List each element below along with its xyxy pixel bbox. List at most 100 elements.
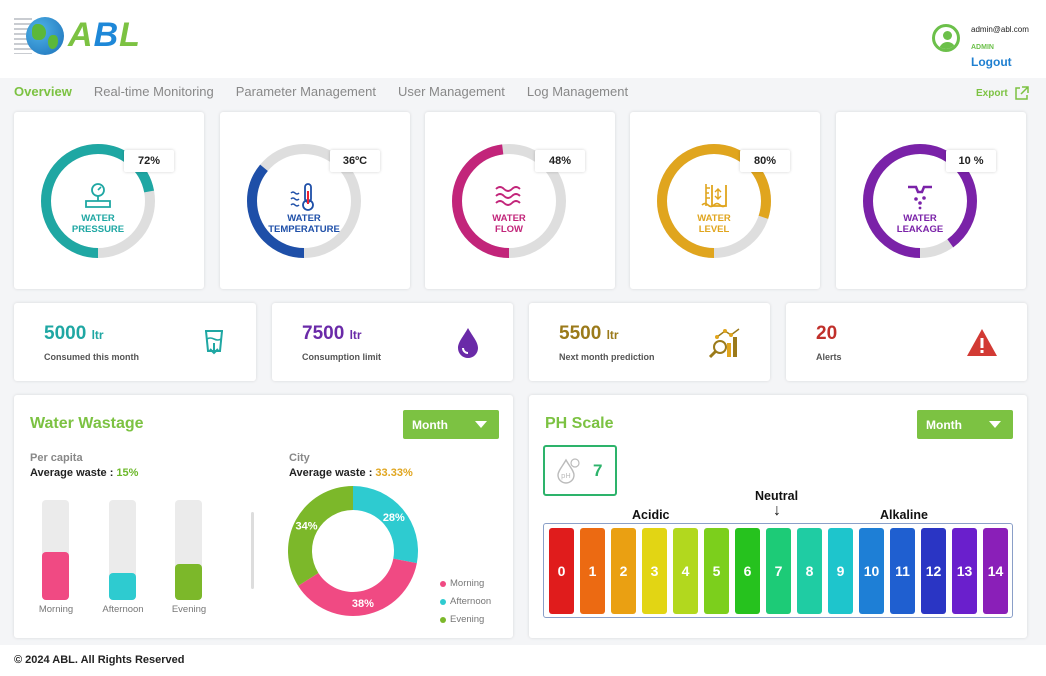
gauge-percent-badge: 48% (535, 150, 585, 172)
water-tank-icon (205, 330, 223, 355)
panel-title: Water Wastage (30, 415, 144, 432)
gauge-card-level[interactable]: WATER LEVEL 80% (630, 112, 820, 289)
export-label: Export (976, 88, 1008, 99)
globe-icon (26, 16, 64, 55)
ph-level-11: 11 (890, 528, 915, 614)
legend-item-afternoon: Afternoon (440, 596, 491, 607)
ph-acidic-label: Acidic (632, 508, 670, 522)
bar-track-morning (42, 500, 69, 600)
stat-card-alerts[interactable]: 20 Alerts (786, 303, 1027, 381)
gauge-percent-badge: 72% (124, 150, 174, 172)
gauge-card-pressure[interactable]: WATER PRESSURE 72% (14, 112, 204, 289)
dropdown-value: Month (412, 417, 448, 432)
dropdown-value: Month (926, 417, 962, 432)
bar-evening[interactable] (175, 564, 202, 600)
per-capita-label: Per capita (30, 452, 83, 464)
gauge-label: WATER LEVEL (655, 142, 773, 260)
ph-level-14: 14 (983, 528, 1008, 614)
ph-drop-icon: pH (557, 458, 580, 484)
gauge-ring (247, 144, 361, 258)
ph-level-12: 12 (921, 528, 946, 614)
logout-link[interactable]: Logout (971, 55, 1012, 69)
user-avatar[interactable] (932, 24, 960, 52)
donut-slice-label: 34% (296, 520, 318, 532)
tab-overview[interactable]: Overview (14, 84, 72, 99)
ph-level-6: 6 (735, 528, 760, 614)
bar-track-evening (175, 500, 202, 600)
ph-level-0: 0 (549, 528, 574, 614)
stat-value: 5000 ltr (44, 323, 104, 344)
stat-value: 5500 ltr (559, 323, 619, 344)
tab-log-management[interactable]: Log Management (526, 84, 629, 99)
footer: © 2024 ABL. All Rights Reserved (0, 645, 1046, 676)
ph-neutral-label: Neutral (755, 489, 799, 503)
ph-level-13: 13 (952, 528, 977, 614)
legend-item-morning: Morning (440, 578, 484, 589)
main-nav: Overview Real-time Monitoring Parameter … (14, 84, 628, 99)
bar-label: Evening (171, 604, 207, 615)
ph-color-scale: 0 1 2 3 4 5 6 7 8 9 10 11 12 13 14 (543, 523, 1013, 618)
city-average: Average waste : 33.33% (289, 467, 413, 479)
wastage-period-dropdown[interactable]: Month (403, 410, 499, 439)
gauge-ring (41, 144, 155, 258)
ph-level-4: 4 (673, 528, 698, 614)
ph-period-dropdown[interactable]: Month (917, 410, 1013, 439)
tab-user-management[interactable]: User Management (397, 84, 505, 99)
bar-label: Morning (38, 604, 74, 615)
stat-card-limit: 7500 ltr Consumption limit (272, 303, 513, 381)
svg-text:pH: pH (561, 472, 571, 480)
water-level-icon (701, 184, 727, 208)
gauge-label: WATER TEMPERATURE (245, 142, 363, 260)
city-label: City (289, 452, 310, 464)
city-donut-chart: 28% 38% 34% (288, 486, 418, 616)
gauge-card-flow[interactable]: WATER FLOW 48% (425, 112, 615, 289)
bar-morning[interactable] (42, 552, 69, 600)
gauge-label: WATER LEAKAGE (861, 142, 979, 260)
legend-label: Afternoon (450, 596, 492, 607)
scrollbar[interactable] (251, 512, 254, 589)
tab-parameter-management[interactable]: Parameter Management (235, 84, 376, 99)
export-button[interactable]: Export (976, 86, 1029, 101)
ph-level-8: 8 (797, 528, 822, 614)
analytics-search-icon (708, 328, 740, 359)
ph-level-1: 1 (580, 528, 605, 614)
user-email: admin@abl.com (971, 25, 1029, 34)
tab-real-time-monitoring[interactable]: Real-time Monitoring (93, 84, 214, 99)
legend-dot (440, 598, 446, 605)
ph-level-2: 2 (611, 528, 636, 614)
ph-alkaline-label: Alkaline (880, 508, 928, 522)
ph-level-10: 10 (859, 528, 884, 614)
gauge-label: WATER FLOW (450, 142, 568, 260)
user-info: admin@abl.com ADMIN Logout (971, 25, 1029, 69)
ph-scale-panel: PH Scale Month pH 7 Neutral ↓ Acidic Alk… (529, 395, 1027, 638)
legend-dot (440, 616, 446, 623)
legend-label: Evening (450, 614, 485, 625)
brand-name: ABL (68, 16, 141, 54)
gauge-card-leakage[interactable]: WATER LEAKAGE 10 % (836, 112, 1026, 289)
ph-level-3: 3 (642, 528, 667, 614)
water-drop-icon (458, 328, 478, 358)
stat-value: 7500 ltr (302, 323, 362, 344)
ph-level-5: 5 (704, 528, 729, 614)
donut-slice-morning[interactable] (298, 558, 417, 616)
legend-item-evening: Evening (440, 614, 484, 625)
donut-slice-evening[interactable] (288, 486, 353, 586)
bar-track-afternoon (109, 500, 136, 600)
per-capita-header: Per capita Average waste : 15% (30, 452, 138, 479)
brand-logo[interactable]: ABL (14, 16, 141, 55)
chevron-down-icon (475, 421, 487, 428)
gauge-percent-badge: 36ºC (330, 150, 380, 172)
down-arrow-icon: ↓ (773, 502, 781, 519)
copyright-text: © 2024 ABL. All Rights Reserved (14, 654, 185, 666)
user-role: ADMIN (971, 44, 994, 51)
water-wastage-panel: Water Wastage Month Per capita Average w… (14, 395, 513, 638)
ph-current-value: 7 (593, 461, 603, 480)
gauge-card-temperature[interactable]: WATER TEMPERATURE 36ºC (220, 112, 410, 289)
gauge-ring (657, 144, 771, 258)
donut-slice-afternoon[interactable] (353, 486, 418, 564)
bar-afternoon[interactable] (109, 573, 136, 600)
gauge-percent-badge: 10 % (946, 150, 996, 172)
ph-current-box: pH 7 (543, 445, 617, 496)
stat-card-prediction: 5500 ltr Next month prediction (529, 303, 770, 381)
chevron-down-icon (989, 421, 1001, 428)
